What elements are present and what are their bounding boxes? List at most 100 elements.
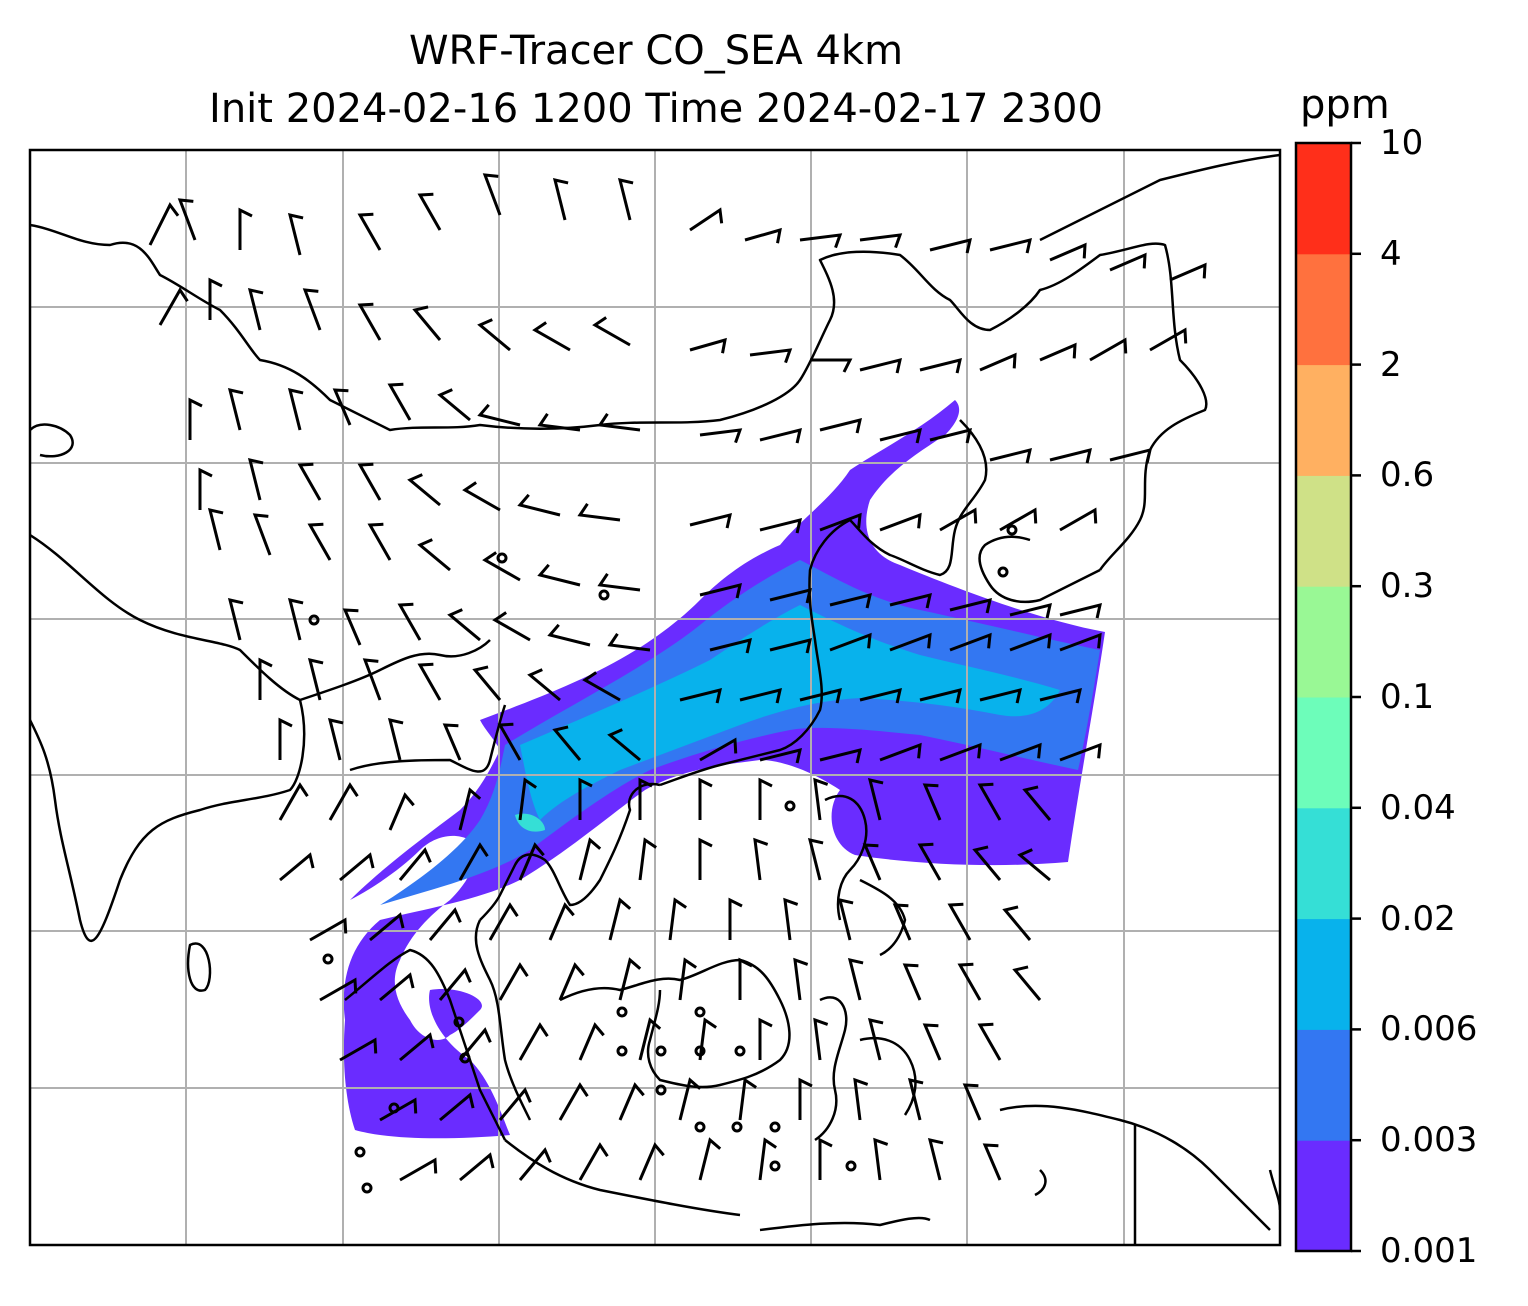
wind-barb: [328, 782, 359, 821]
wind-barb: [979, 687, 1022, 704]
colorbar-tick-label: 0.04: [1380, 787, 1456, 828]
wind-barb: [148, 202, 180, 246]
wind-barb: [458, 1027, 492, 1061]
wind-barb: [558, 962, 585, 1001]
wind-barb: [498, 1087, 532, 1121]
wind-barb: [518, 842, 545, 881]
wind-barb: [698, 777, 713, 820]
wind-barb: [158, 287, 189, 326]
colorbar: [1294, 141, 1361, 1253]
wind-barb: [922, 1023, 942, 1061]
wind-barb: [447, 608, 481, 642]
wind-barb: [437, 388, 471, 422]
plume-level-0.001: [343, 400, 1105, 1139]
wind-barb: [607, 633, 651, 652]
colorbar-segment: [1296, 807, 1351, 920]
wind-barb: [638, 777, 653, 820]
wind-barb: [198, 467, 213, 510]
wind-barb: [829, 592, 872, 609]
wind-barb: [929, 427, 972, 444]
wind-barb: [287, 388, 304, 431]
wind-barb: [497, 722, 522, 761]
colorbar-tick-label: 4: [1380, 233, 1402, 274]
wind-barb: [1109, 447, 1152, 464]
wind-barb: [532, 321, 571, 352]
wind-barb: [999, 742, 1042, 762]
colorbar-tick-label: 2: [1380, 344, 1402, 385]
wind-barb: [678, 957, 697, 1001]
wind-barb: [548, 902, 575, 941]
wind-barb: [818, 1137, 833, 1180]
wind-barb: [638, 837, 657, 881]
wind-barb: [482, 551, 521, 582]
colorbar-segment: [1296, 918, 1351, 1030]
wind-barb: [417, 538, 451, 572]
wind-barb: [537, 413, 581, 432]
wind-barb: [879, 427, 922, 444]
wind-barb: [689, 512, 732, 529]
wind-barb: [819, 512, 862, 532]
wind-barb: [698, 837, 713, 880]
wind-barb: [458, 842, 489, 881]
wind-barb: [252, 513, 272, 556]
wind-barb: [428, 907, 462, 941]
wind-barb: [1059, 507, 1098, 532]
wind-barb: [297, 462, 322, 501]
wind-barb: [919, 687, 962, 704]
wind-barb: [342, 608, 362, 646]
wind-barb: [357, 212, 382, 251]
wind-barb: [813, 777, 829, 821]
wind-barb: [917, 842, 942, 881]
wind-barb: [738, 957, 753, 1000]
wind-barb: [592, 316, 631, 347]
wind-barb: [1012, 965, 1042, 1001]
colorbar-tick-label: 0.02: [1380, 898, 1456, 939]
wind-barb: [949, 632, 992, 652]
wind-barb: [977, 1022, 1002, 1061]
wind-barb: [278, 717, 293, 760]
wind-barb: [462, 481, 501, 512]
wind-barb: [442, 723, 462, 761]
wind-barb: [829, 632, 872, 652]
wind-barb: [552, 725, 582, 761]
calm-wind-markers: [308, 524, 1018, 1194]
wind-barb: [758, 1137, 777, 1181]
wind-barbs: [148, 173, 1207, 1182]
wind-barb: [307, 522, 332, 561]
map-title-line2: Init 2024-02-16 1200 Time 2024-02-17 230…: [209, 86, 1103, 132]
wind-barb: [518, 1147, 552, 1181]
wind-barb: [739, 687, 782, 704]
wind-barb: [728, 897, 743, 940]
wind-barb: [769, 637, 812, 654]
wind-barb: [847, 958, 864, 1001]
wind-barb: [482, 173, 502, 216]
wind-barb: [388, 792, 415, 831]
wind-barb: [477, 318, 511, 352]
wind-barb: [407, 473, 441, 507]
wind-barb: [287, 213, 304, 256]
wind-barb: [1169, 262, 1207, 282]
wind-barb: [458, 787, 482, 831]
colorbar-segment: [1296, 586, 1351, 698]
wind-barb: [578, 1142, 609, 1181]
wind-barb: [989, 237, 1032, 254]
wind-barb: [417, 192, 442, 231]
wind-barb: [972, 845, 1002, 881]
wind-barb: [357, 302, 382, 341]
wind-barb: [387, 382, 412, 421]
wind-barb: [558, 1082, 589, 1121]
tracer-plume: [343, 400, 1105, 1139]
wind-barb: [1009, 602, 1052, 619]
wind-barb: [369, 912, 405, 942]
wind-barb: [537, 563, 581, 587]
wind-barb: [793, 957, 809, 1001]
wind-barb: [332, 388, 352, 426]
wind-barb: [399, 1157, 438, 1182]
wind-barb: [1039, 687, 1082, 704]
wind-barb: [417, 662, 442, 701]
plume-level-0.02: [515, 813, 545, 832]
wind-barb: [977, 782, 1002, 821]
wind-barb: [477, 403, 521, 427]
wind-barb: [177, 198, 197, 241]
wind-barb: [759, 427, 802, 444]
